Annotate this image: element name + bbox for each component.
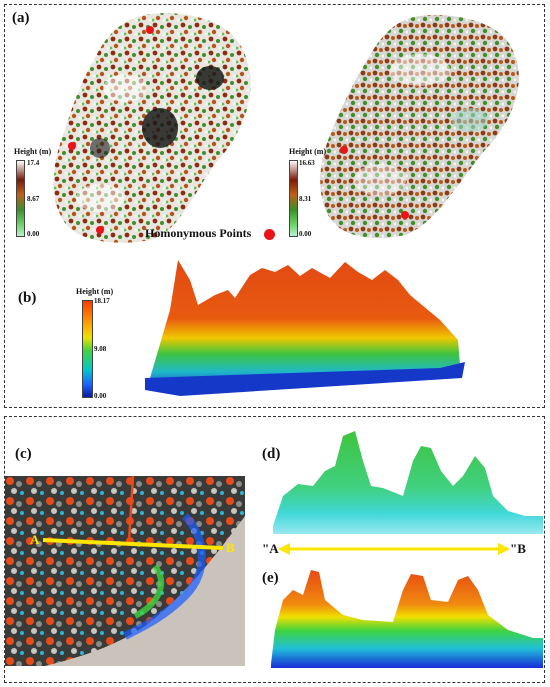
panel-cde-frame — [4, 416, 545, 683]
homonymous-point-marker — [264, 229, 275, 240]
orthophoto-c — [5, 476, 245, 666]
transect-arrow — [278, 543, 510, 555]
legend-a-left-mid: 8.67 — [27, 195, 40, 203]
legend-a-left-title: Height (m) — [14, 147, 52, 156]
panel-c-label: (c) — [15, 446, 32, 462]
legend-a-right-max: 16.63 — [299, 159, 315, 167]
homonymous-points-label: Homonymous Points — [145, 226, 252, 240]
panel-d-label: (d) — [262, 446, 281, 462]
transect-end-label-c: B — [226, 540, 235, 555]
transect-start-label-d: "A — [262, 541, 279, 556]
colorbar-b — [82, 300, 93, 398]
colorbar-a-left — [16, 160, 25, 237]
legend-b-mid: 9.08 — [94, 345, 107, 353]
colorbar-a-right — [289, 160, 298, 237]
legend-a-right-title: Height (m) — [289, 147, 327, 156]
panel-a-label: (a) — [12, 10, 30, 26]
transect-start-label-c: A — [30, 532, 40, 547]
legend-a-left-min: 0.00 — [27, 230, 40, 238]
point-cloud-b-3d — [145, 260, 465, 396]
point-cloud-a-right — [320, 15, 519, 239]
legend-b-max: 18.17 — [94, 297, 110, 305]
legend-a-right-mid: 8.31 — [299, 195, 312, 203]
profile-e — [271, 570, 543, 668]
panel-b-label: (b) — [18, 290, 37, 306]
profile-d — [273, 431, 543, 534]
legend-b-min: 0.00 — [94, 392, 107, 400]
legend-a-left-max: 17.4 — [27, 159, 40, 167]
point-cloud-a-left — [53, 13, 251, 243]
transect-end-label-d: "B — [510, 541, 526, 556]
panel-e-label: (e) — [262, 570, 279, 586]
legend-a-right-min: 0.00 — [299, 230, 312, 238]
panel-ab-frame — [4, 4, 545, 408]
legend-b-title: Height (m) — [76, 287, 114, 296]
